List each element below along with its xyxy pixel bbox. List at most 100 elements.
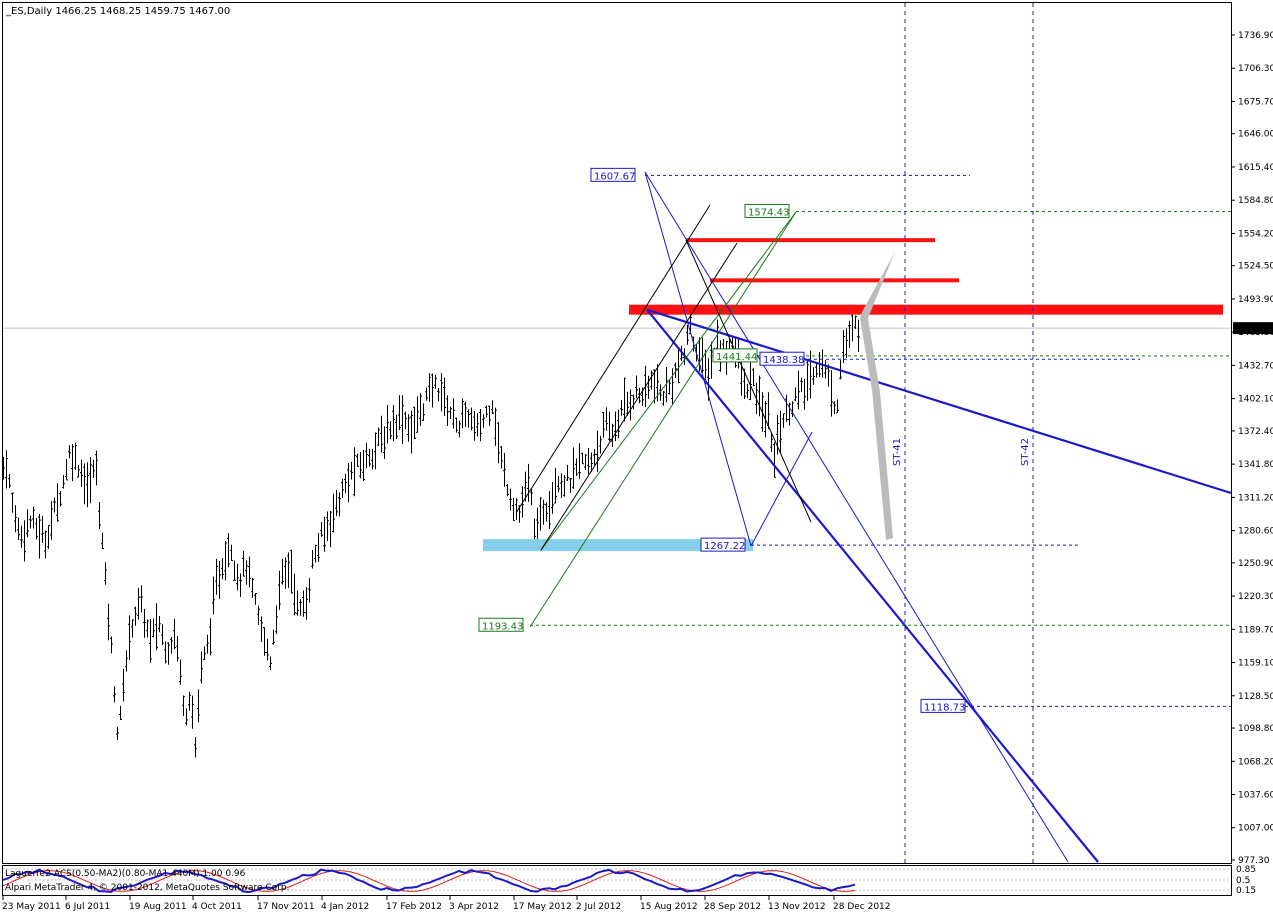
price-bar <box>263 627 266 656</box>
resistance-bar-mid <box>710 278 959 283</box>
x-tick-label: 15 Aug 2012 <box>640 902 698 912</box>
current-price-tag: 1467.00 <box>1233 322 1273 335</box>
price-bar <box>188 691 191 711</box>
price-bar <box>221 558 224 580</box>
price-bar <box>842 330 845 364</box>
price-bar <box>617 409 620 439</box>
y-tick-label: 1280.60 <box>1238 527 1273 537</box>
price-bar <box>320 522 323 537</box>
price-bar <box>107 603 110 641</box>
price-bar <box>11 492 14 513</box>
price-bar <box>857 319 860 352</box>
price-bar <box>347 463 350 503</box>
price-bar <box>779 410 782 454</box>
price-bar <box>110 636 113 654</box>
price-bar <box>176 635 179 662</box>
y-tick-label: 1068.20 <box>1238 757 1273 767</box>
price-bar <box>131 619 134 638</box>
price-bar <box>170 636 173 654</box>
price-bar <box>77 464 80 478</box>
time-axis: 23 May 2011 6 Jul 2011 19 Aug 2011 4 Oct 20… <box>2 896 891 912</box>
price-bar <box>215 558 218 595</box>
current-price-box <box>1233 322 1273 335</box>
price-bar <box>500 446 503 469</box>
y-tick-label: 977.30 <box>1238 856 1270 866</box>
y-tick-label: 1159.10 <box>1238 659 1273 669</box>
price-bar <box>452 398 455 429</box>
level-tag-box <box>700 537 746 552</box>
price-bar <box>251 577 254 598</box>
price-bar <box>752 367 755 387</box>
level-tag: 1267.22 <box>700 537 746 552</box>
indicator-label: Laguerre2-ACS(0.50-MA2)(0.80-MA1 440M) 1… <box>5 869 246 879</box>
price-bar <box>161 624 164 646</box>
price-bar <box>833 401 836 415</box>
price-bar <box>455 417 458 433</box>
price-bar <box>305 587 308 620</box>
x-tick-label: 28 Sep 2012 <box>704 902 761 912</box>
price-bar <box>599 436 602 454</box>
black-fan-line <box>685 239 812 523</box>
price-bar <box>464 401 467 427</box>
price-bar <box>86 462 89 508</box>
price-bar <box>470 407 473 431</box>
y-tick-label: 1493.90 <box>1238 295 1273 305</box>
price-bar <box>386 405 389 444</box>
price-bar <box>332 493 335 533</box>
y-tick-label: 1007.00 <box>1238 824 1273 834</box>
price-bar <box>665 366 668 403</box>
price-bar <box>773 442 776 478</box>
price-bar <box>572 447 575 489</box>
price-bar <box>104 562 107 585</box>
price-bar <box>194 736 197 758</box>
price-bar <box>167 642 170 665</box>
price-bar <box>746 383 749 399</box>
price-bar <box>482 414 485 428</box>
price-bar <box>809 350 812 399</box>
y-tick-label: 1098.80 <box>1238 724 1273 734</box>
price-bar <box>566 464 569 481</box>
level-tag: 1607.67 <box>590 167 636 182</box>
price-bar <box>590 452 593 473</box>
x-tick-label: 28 Dec 2012 <box>833 902 891 912</box>
price-bar <box>548 491 551 529</box>
price-bar <box>35 518 38 540</box>
price-bar <box>83 463 86 505</box>
price-bar <box>191 695 194 729</box>
price-bar <box>254 593 257 605</box>
price-bar <box>59 491 62 507</box>
price-bar <box>527 463 530 502</box>
y-tick-label: 1372.40 <box>1238 427 1273 437</box>
x-tick-label: 17 May 2012 <box>513 902 572 912</box>
indicator-level-label: 0.15 <box>1236 886 1256 896</box>
indicator-main-line <box>2 868 856 894</box>
price-bar <box>242 550 245 577</box>
price-bar <box>515 498 518 521</box>
resistance-bar-top <box>686 238 935 243</box>
price-bar <box>284 557 287 589</box>
price-bar <box>485 405 488 418</box>
level-tag-label: 1441.44 <box>716 352 757 363</box>
price-bar <box>248 556 251 588</box>
price-bar <box>143 608 146 638</box>
price-bar <box>344 473 347 493</box>
x-tick-label: 2 Jul 2012 <box>576 902 621 912</box>
price-bar <box>158 616 161 633</box>
price-bar <box>557 476 560 493</box>
price-bar <box>614 411 617 442</box>
level-tag-box <box>590 167 636 182</box>
y-tick-label: 1189.70 <box>1238 625 1273 635</box>
x-tick-label: 19 Aug 2011 <box>129 902 187 912</box>
price-bar <box>542 499 545 525</box>
price-bar <box>812 367 815 385</box>
price-bar <box>152 618 155 638</box>
price-bar <box>356 453 359 467</box>
abcd-leg-1 <box>644 171 752 547</box>
copyright-text: Alpari MetaTrader 4, © 2001-2012, MetaQu… <box>5 883 289 893</box>
price-bar <box>392 405 395 442</box>
analysis-overlays: 1607.67 1574.43 1441.44 1438.38 1267.22 1193.… <box>478 3 1232 863</box>
price-bar <box>197 689 200 723</box>
price-bar <box>299 599 302 616</box>
y-tick-label: 1311.20 <box>1238 493 1273 503</box>
